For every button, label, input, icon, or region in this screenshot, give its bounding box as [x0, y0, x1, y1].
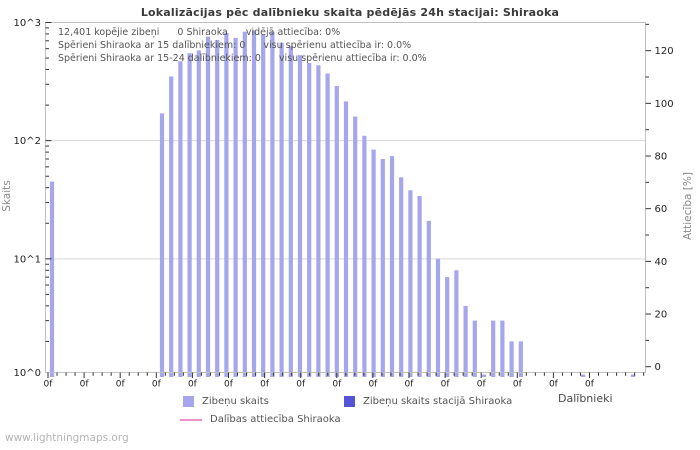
x-tick-label: 0f — [585, 380, 595, 390]
annotation-line: 12,401 kopējie zibeņi 0 Shiraoka vidējā … — [58, 26, 427, 39]
y2-tick-label: 40 — [655, 257, 668, 268]
annotation-ratio-15-24: visu spērienu attiecība ir: 0.0% — [278, 53, 427, 64]
bar — [353, 116, 358, 377]
annotation-station-strokes: 0 Shiraoka — [177, 27, 228, 38]
legend-label-station-strokes: Zibeņu skaits stacijā Shiraoka — [363, 396, 513, 407]
x-tick-label: 0f — [549, 380, 559, 390]
bar — [288, 45, 293, 378]
chart-annotations: 12,401 kopējie zibeņi 0 Shiraoka vidējā … — [58, 26, 427, 65]
bar — [343, 101, 349, 378]
bar — [251, 30, 257, 377]
bar — [380, 159, 385, 377]
bar — [362, 135, 367, 377]
y-axis-label-right: Attiecība [%] — [682, 172, 694, 240]
bar — [454, 270, 459, 377]
bar — [316, 65, 321, 377]
bar — [481, 374, 487, 377]
y2-tick-label: 120 — [655, 46, 674, 57]
x-tick-label: 0f — [260, 380, 270, 390]
bar — [49, 181, 55, 377]
y-axis-label-left: Skaits — [1, 180, 13, 212]
legend-item-ratio: Dalības attiecība Shiraoka — [180, 414, 341, 425]
bar — [261, 34, 266, 377]
bar — [399, 177, 404, 377]
bar — [169, 76, 174, 378]
bar — [279, 42, 284, 377]
bar — [408, 190, 413, 377]
y2-tick-label: 60 — [655, 204, 668, 215]
bar — [463, 305, 468, 377]
bar — [509, 341, 514, 377]
x-tick-label: 0f — [332, 380, 342, 390]
bar — [233, 37, 238, 378]
annotation-line: Spērieni Shiraoka ar 15-24 dalībniekiem:… — [58, 52, 427, 65]
y-tick-label: 10^0 — [14, 368, 41, 379]
bar — [630, 374, 636, 377]
bar — [426, 220, 431, 377]
annotation-total-strokes: 12,401 kopējie zibeņi — [58, 27, 160, 38]
bar — [371, 149, 376, 377]
chart-title: Lokalizācijas pēc dalībnieku skaita pēdē… — [140, 6, 560, 19]
y2-tick-label: 0 — [655, 362, 661, 373]
bar — [435, 258, 441, 377]
bar — [224, 33, 229, 377]
legend-item-strokes: Zibeņu skaits — [183, 396, 269, 407]
bar — [215, 40, 220, 377]
bar — [187, 53, 192, 377]
x-tick-label: 0f — [188, 380, 198, 390]
bar — [307, 62, 312, 378]
bar — [491, 320, 496, 377]
y2-tick-label: 80 — [655, 152, 668, 163]
x-tick-label: 0f — [80, 380, 90, 390]
annotation-ratio-15: visu spērienu attiecība ir: 0.0% — [263, 40, 412, 51]
x-tick-label: 0f — [477, 380, 487, 390]
annotation-avg-ratio: vidējā attiecība: 0% — [245, 27, 341, 38]
x-tick-label: 0f — [224, 380, 234, 390]
watermark-url: www.lightningmaps.org — [5, 432, 129, 444]
x-tick-label: 0f — [152, 380, 162, 390]
legend-label-ratio: Dalības attiecība Shiraoka — [210, 414, 341, 425]
bar — [445, 277, 450, 377]
legend-swatch-station-strokes — [344, 396, 355, 407]
bar — [159, 113, 165, 378]
x-tick-label: 0f — [44, 380, 54, 390]
legend-item-station-strokes: Zibeņu skaits stacijā Shiraoka — [344, 396, 512, 407]
bar — [334, 86, 339, 377]
x-axis-label: Dalībnieki — [558, 392, 613, 405]
bar — [196, 50, 201, 378]
y-tick-label: 10^3 — [14, 18, 41, 29]
bar — [242, 31, 247, 377]
bar — [389, 156, 395, 377]
bar — [270, 31, 275, 377]
bar — [297, 55, 303, 377]
x-tick-label: 0f — [513, 380, 523, 390]
y-tick-label: 10^1 — [14, 254, 41, 265]
y2-tick-label: 100 — [655, 99, 674, 110]
annotation-strokes-15-24: Spērieni Shiraoka ar 15-24 dalībniekiem:… — [58, 53, 261, 64]
y2-tick-label: 20 — [655, 310, 668, 321]
x-tick-label: 0f — [441, 380, 451, 390]
x-tick-label: 0f — [116, 380, 126, 390]
bar — [518, 341, 523, 377]
x-tick-label: 0f — [368, 380, 378, 390]
bar — [500, 320, 505, 377]
bar — [417, 196, 422, 377]
bar — [472, 320, 477, 377]
legend-swatch-ratio-line — [180, 418, 202, 421]
x-tick-label: 0f — [405, 380, 415, 390]
bar — [580, 374, 586, 377]
annotation-strokes-15: Spērieni Shiraoka ar 15 dalībniekiem: 0 — [58, 40, 246, 51]
y-tick-label: 10^2 — [14, 136, 41, 147]
legend-swatch-strokes — [183, 396, 194, 407]
legend-label-strokes: Zibeņu skaits — [202, 396, 269, 407]
bar — [205, 36, 211, 377]
bar — [178, 61, 183, 377]
bar — [325, 73, 330, 377]
annotation-line: Spērieni Shiraoka ar 15 dalībniekiem: 0 … — [58, 39, 427, 52]
x-tick-label: 0f — [296, 380, 306, 390]
